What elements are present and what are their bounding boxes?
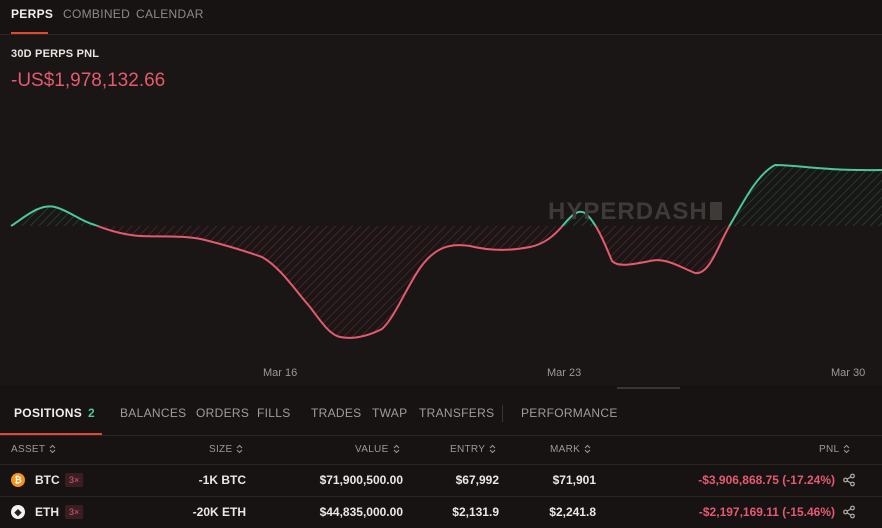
x-tick-label: Mar 30 [831,367,866,379]
x-tick-label: Mar 16 [263,367,298,379]
entry-price: $2,131.9 [452,505,499,519]
tab-combined[interactable]: COMBINED [63,7,131,21]
resize-handle[interactable] [617,387,680,389]
x-tick-label: Mar 23 [547,367,582,379]
tab-positions[interactable]: POSITIONS 2 [14,406,96,420]
bitcoin-icon: ₿ [11,473,25,487]
position-pnl: -$2,197,169.11 (-15.46%) [698,505,835,519]
share-icon[interactable] [842,473,856,487]
row-divider [0,464,882,465]
row-divider [0,496,882,497]
positions-tab-bar: POSITIONS 2 BALANCES ORDERS FILLS TRADES … [0,395,882,436]
sort-icon [393,444,399,454]
pnl-area-negative [11,226,882,338]
position-size: -20K ETH [192,505,246,519]
tab-trades[interactable]: TRADES [311,406,362,420]
position-value: $71,900,500.00 [319,473,403,487]
asset-symbol[interactable]: BTC [35,473,60,487]
pnl-area-positive [11,165,882,226]
tab-divider [502,405,503,422]
position-value: $44,835,000.00 [319,505,403,519]
pnl-value: -US$1,978,132.66 [11,70,166,91]
header-mark[interactable]: MARK [550,444,591,455]
table-row[interactable]: ◆ ETH 3× -20K ETH $44,835,000.00 $2,131.… [0,496,882,528]
positions-count-badge: 2 [88,406,96,420]
header-size[interactable]: SIZE [209,444,243,455]
mark-price: $71,901 [552,473,596,487]
tab-calendar[interactable]: CALENDAR [136,7,204,21]
header-entry[interactable]: ENTRY [450,444,496,455]
share-icon[interactable] [842,505,856,519]
header-pnl[interactable]: PNL [819,444,850,455]
header-value[interactable]: VALUE [355,444,400,455]
tab-balances[interactable]: BALANCES [120,406,187,420]
position-pnl: -$3,906,868.75 (-17.24%) [698,473,835,487]
tab-transfers[interactable]: TRANSFERS [419,406,495,420]
pnl-title: 30D PERPS PNL [11,48,100,60]
top-tab-bar: PERPS COMBINED CALENDAR [0,0,882,35]
pnl-chart-panel: 30D PERPS PNL -US$1,978,132.66 HYPERDASH… [0,35,882,385]
header-asset[interactable]: ASSET [11,444,56,455]
sort-icon [49,444,56,454]
sort-icon [584,444,591,454]
watermark-logo: HYPERDASH [548,198,722,226]
tab-performance[interactable]: PERFORMANCE [521,406,618,420]
pnl-line-negative [11,226,731,339]
asset-symbol[interactable]: ETH [35,505,59,519]
tab-perps[interactable]: PERPS [11,7,54,21]
tab-fills[interactable]: FILLS [257,406,291,420]
ethereum-icon: ◆ [11,505,25,519]
table-row[interactable]: ₿ BTC 3× -1K BTC $71,900,500.00 $67,992 … [0,464,882,496]
active-tab-indicator [11,32,48,34]
entry-price: $67,992 [455,473,499,487]
pnl-chart [10,163,882,339]
leverage-badge: 3× [65,473,84,487]
leverage-badge: 3× [65,505,84,519]
sort-icon [237,444,243,454]
tab-orders[interactable]: ORDERS [196,406,250,420]
position-size: -1K BTC [198,473,246,487]
mark-price: $2,241.8 [549,505,596,519]
sort-icon [844,444,850,454]
active-tab-indicator [0,433,102,435]
tab-twap[interactable]: TWAP [372,406,408,420]
sort-icon [489,444,496,454]
